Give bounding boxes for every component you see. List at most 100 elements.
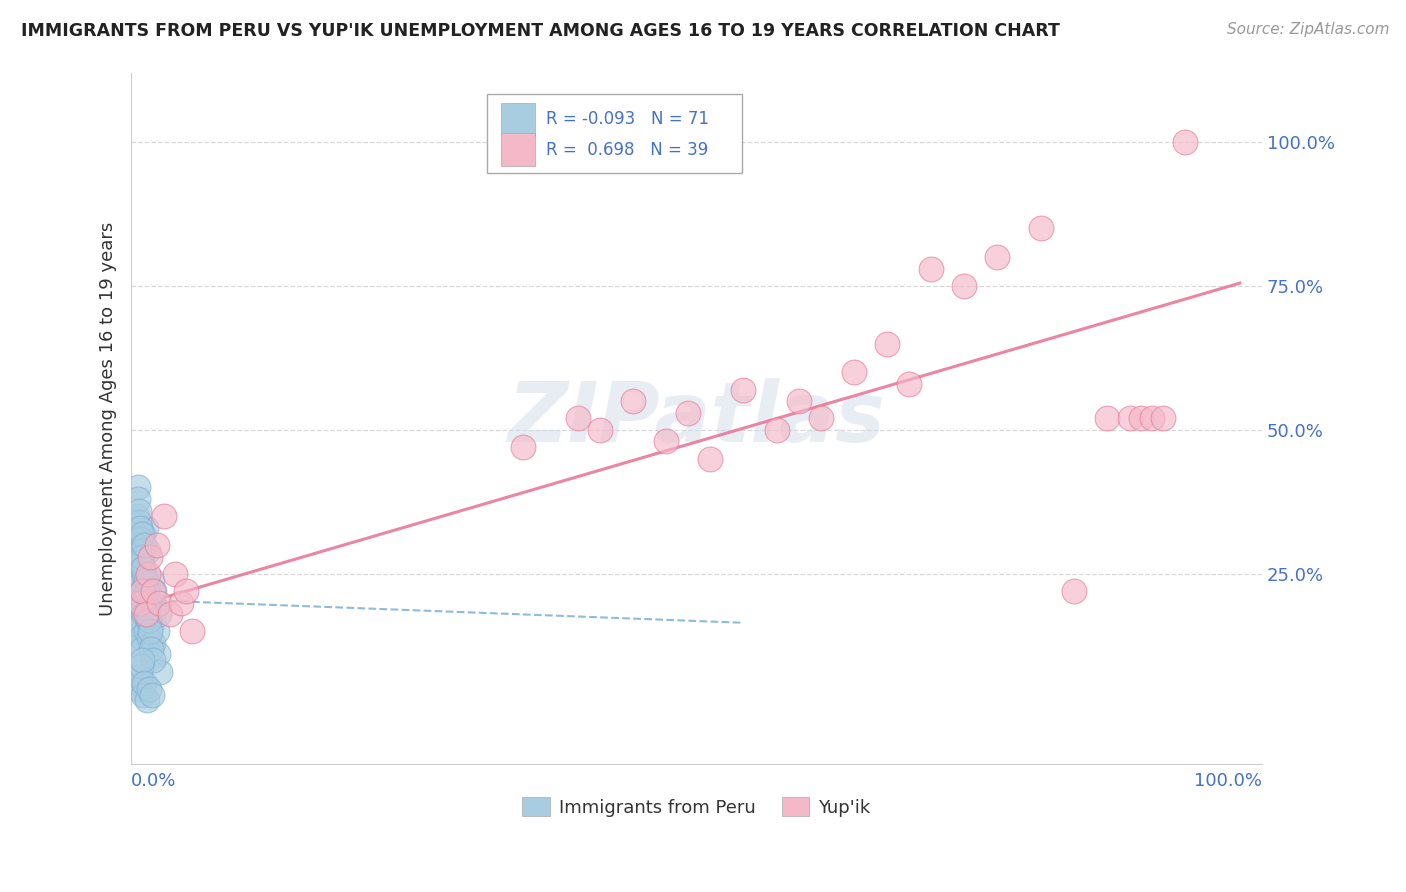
Point	[139, 549, 162, 564]
Point	[132, 561, 155, 575]
Point	[135, 693, 157, 707]
Point	[136, 601, 159, 615]
Point	[148, 596, 170, 610]
Point	[589, 423, 612, 437]
Point	[129, 670, 152, 684]
Point	[129, 561, 152, 575]
Text: 100.0%: 100.0%	[1194, 772, 1263, 790]
Point	[1152, 411, 1174, 425]
Point	[678, 406, 700, 420]
Point	[135, 590, 157, 604]
Point	[128, 515, 150, 529]
Point	[129, 533, 152, 547]
Point	[842, 365, 865, 379]
Point	[143, 584, 166, 599]
Point	[765, 423, 787, 437]
Point	[139, 596, 162, 610]
Point	[135, 521, 157, 535]
Point	[131, 555, 153, 569]
Point	[180, 624, 202, 639]
Point	[128, 636, 150, 650]
Point	[876, 336, 898, 351]
Point	[127, 584, 149, 599]
Point	[125, 676, 148, 690]
Point	[127, 481, 149, 495]
Point	[129, 659, 152, 673]
Point	[134, 538, 156, 552]
Point	[1118, 411, 1140, 425]
Point	[153, 509, 176, 524]
Point	[136, 613, 159, 627]
Point	[131, 584, 153, 599]
Point	[897, 376, 920, 391]
Point	[127, 624, 149, 639]
Legend: Immigrants from Peru, Yup'ik: Immigrants from Peru, Yup'ik	[515, 790, 877, 824]
Point	[129, 555, 152, 569]
Point	[655, 434, 678, 449]
Point	[131, 584, 153, 599]
Point	[810, 411, 832, 425]
Point	[142, 653, 165, 667]
Point	[129, 596, 152, 610]
Point	[170, 596, 193, 610]
Point	[986, 250, 1008, 264]
Bar	[488, 94, 742, 173]
Point	[135, 573, 157, 587]
Point	[145, 624, 167, 639]
Point	[131, 653, 153, 667]
Point	[129, 601, 152, 615]
Text: ZIPatlas: ZIPatlas	[508, 378, 886, 458]
Point	[132, 596, 155, 610]
Text: 0.0%: 0.0%	[131, 772, 177, 790]
Point	[139, 618, 162, 632]
Text: R = -0.093   N = 71: R = -0.093 N = 71	[546, 111, 709, 128]
Point	[132, 526, 155, 541]
Point	[128, 613, 150, 627]
Point	[953, 279, 976, 293]
Point	[142, 584, 165, 599]
Point	[131, 526, 153, 541]
Point	[128, 681, 150, 696]
Point	[621, 394, 644, 409]
Point	[176, 584, 198, 599]
Point	[135, 584, 157, 599]
Text: IMMIGRANTS FROM PERU VS YUP'IK UNEMPLOYMENT AMONG AGES 16 TO 19 YEARS CORRELATIO: IMMIGRANTS FROM PERU VS YUP'IK UNEMPLOYM…	[21, 22, 1060, 40]
Point	[139, 624, 162, 639]
Point	[127, 566, 149, 581]
Point	[733, 383, 755, 397]
Point	[141, 688, 163, 702]
Point	[1097, 411, 1119, 425]
Text: R =  0.698   N = 39: R = 0.698 N = 39	[546, 141, 709, 159]
Point	[567, 411, 589, 425]
Point	[159, 607, 181, 621]
Point	[1031, 221, 1053, 235]
Point	[512, 440, 534, 454]
Point	[129, 538, 152, 552]
Point	[125, 596, 148, 610]
Point	[138, 613, 160, 627]
Point	[699, 451, 721, 466]
Point	[136, 566, 159, 581]
Point	[145, 601, 167, 615]
Point	[129, 521, 152, 535]
Point	[1140, 411, 1163, 425]
Point	[134, 607, 156, 621]
Point	[165, 566, 187, 581]
Point	[141, 573, 163, 587]
Point	[146, 648, 169, 662]
Y-axis label: Unemployment Among Ages 16 to 19 years: Unemployment Among Ages 16 to 19 years	[100, 221, 117, 615]
Point	[139, 641, 162, 656]
Point	[128, 596, 150, 610]
Point	[1129, 411, 1152, 425]
Text: Source: ZipAtlas.com: Source: ZipAtlas.com	[1226, 22, 1389, 37]
Point	[787, 394, 810, 409]
Point	[132, 688, 155, 702]
Point	[131, 549, 153, 564]
Point	[127, 665, 149, 679]
Point	[128, 549, 150, 564]
Point	[125, 509, 148, 524]
Point	[148, 607, 170, 621]
Point	[129, 618, 152, 632]
Point	[145, 538, 167, 552]
Point	[1063, 584, 1085, 599]
